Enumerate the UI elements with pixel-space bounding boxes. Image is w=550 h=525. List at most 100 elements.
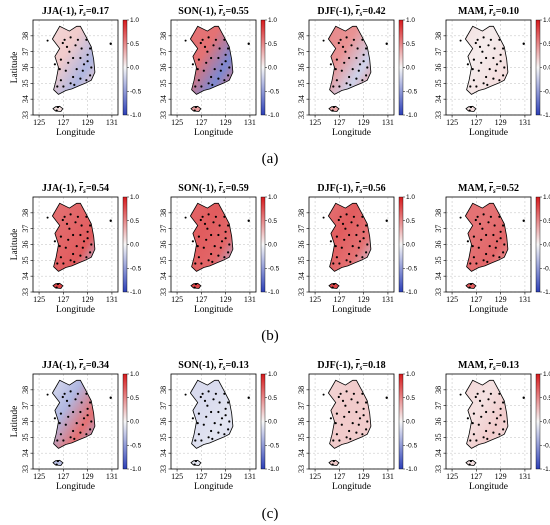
station-dot bbox=[59, 256, 63, 259]
station-dot bbox=[199, 395, 202, 399]
station-dot bbox=[486, 83, 489, 86]
station-dot bbox=[475, 439, 478, 442]
station-dot bbox=[322, 39, 325, 42]
jeju-island-map bbox=[465, 105, 477, 112]
station-dot bbox=[361, 433, 364, 436]
station-dot bbox=[351, 422, 354, 425]
x-tick-label: 131 bbox=[519, 295, 531, 304]
station-dot bbox=[341, 399, 345, 402]
x-tick-label: 131 bbox=[382, 472, 394, 481]
panel-title-rs-sub: s bbox=[222, 187, 226, 195]
station-dot bbox=[502, 74, 505, 77]
station-dot bbox=[478, 399, 482, 402]
station-dot bbox=[212, 221, 215, 224]
station-dot bbox=[217, 233, 220, 237]
station-dot bbox=[476, 38, 479, 41]
colorbar-tick-label: 1.0 bbox=[543, 194, 550, 201]
station-dot bbox=[361, 392, 364, 395]
x-tick-label: 131 bbox=[106, 118, 118, 127]
station-dot bbox=[472, 412, 475, 415]
station-dot bbox=[68, 227, 71, 230]
station-dot bbox=[58, 422, 61, 425]
station-dot bbox=[499, 237, 502, 240]
ulleung-island bbox=[109, 396, 112, 399]
x-tick-label: 127 bbox=[57, 118, 69, 127]
station-dot bbox=[355, 410, 358, 414]
colorbar bbox=[398, 196, 404, 293]
colorbar bbox=[398, 373, 404, 470]
station-dot bbox=[211, 437, 214, 440]
station-dot bbox=[224, 237, 227, 240]
station-dot bbox=[477, 246, 480, 249]
station-dot bbox=[361, 38, 364, 41]
station-dot bbox=[202, 69, 205, 72]
station-dot bbox=[200, 439, 203, 442]
y-tick-label: 37 bbox=[159, 48, 168, 56]
x-tick-label: 125 bbox=[309, 118, 321, 127]
colorbar-tick-label: -0.5 bbox=[268, 265, 280, 272]
station-dot bbox=[472, 79, 475, 82]
station-dot bbox=[217, 77, 220, 80]
station-dot bbox=[343, 415, 346, 418]
station-dot bbox=[90, 66, 93, 69]
station-dot bbox=[466, 63, 469, 66]
colorbar-tick-label: 1.0 bbox=[543, 371, 550, 378]
station-dot bbox=[227, 224, 230, 227]
station-dot bbox=[366, 243, 369, 246]
station-dot bbox=[67, 415, 70, 418]
panel-c-jja1: JJA(-1), rs=0.34 125 127 129 131 33 34 35 36 37 38… bbox=[10, 360, 142, 492]
panel-title-season: DJF(-1), bbox=[317, 6, 355, 17]
station-dot bbox=[366, 420, 369, 423]
station-dot bbox=[485, 410, 488, 414]
panel-title-value: =0.52 bbox=[496, 183, 519, 194]
station-dot bbox=[197, 433, 200, 436]
station-dot bbox=[217, 410, 220, 414]
station-dot bbox=[466, 417, 469, 420]
station-dot bbox=[334, 422, 337, 425]
station-dot bbox=[492, 431, 495, 434]
x-axis-label: Longitude bbox=[332, 128, 371, 138]
x-tick-label: 131 bbox=[382, 295, 394, 304]
panel-title-season: SON(-1), bbox=[178, 360, 219, 371]
station-dot bbox=[335, 433, 338, 436]
y-tick-label: 36 bbox=[21, 418, 30, 426]
x-tick-label: 127 bbox=[470, 118, 482, 127]
station-dot bbox=[339, 215, 342, 218]
station-dot bbox=[469, 439, 472, 442]
x-tick-label: 127 bbox=[333, 295, 345, 304]
ulleung-island bbox=[109, 42, 112, 45]
station-dot bbox=[227, 251, 230, 254]
y-tick-label: 38 bbox=[159, 386, 168, 394]
panel-a-djf1: DJF(-1), rs=0.42 125 127 129 131 33 34 35 36 37 38… bbox=[297, 6, 418, 138]
station-dot bbox=[59, 58, 63, 61]
colorbar-tick-label: 1.0 bbox=[130, 194, 139, 201]
station-dot bbox=[191, 240, 194, 243]
colorbar-tick-label: -1.0 bbox=[543, 289, 550, 296]
y-tick-label: 35 bbox=[159, 433, 168, 441]
station-dot bbox=[348, 252, 351, 256]
station-dot bbox=[350, 44, 353, 47]
station-dot bbox=[210, 75, 213, 79]
station-dot bbox=[355, 56, 358, 60]
station-dot bbox=[224, 407, 227, 410]
station-dot bbox=[72, 410, 75, 414]
panel-title: DJF(-1), rs=0.42 bbox=[317, 6, 385, 18]
station-dot bbox=[56, 105, 59, 109]
panel-title-season: DJF(-1), bbox=[317, 360, 355, 371]
jeju-island-map bbox=[328, 105, 340, 112]
y-tick-label: 34 bbox=[21, 272, 30, 280]
y-tick-label: 37 bbox=[159, 225, 168, 233]
jeju-island-map bbox=[465, 282, 477, 289]
station-dot bbox=[365, 74, 368, 77]
station-dot bbox=[197, 79, 200, 82]
x-axis-label: Longitude bbox=[332, 482, 371, 492]
station-dot bbox=[322, 216, 325, 219]
station-dot bbox=[477, 69, 480, 72]
station-dot bbox=[90, 243, 93, 246]
station-dot bbox=[352, 392, 355, 395]
y-tick-label: 37 bbox=[21, 225, 30, 233]
y-tick-label: 36 bbox=[297, 418, 306, 426]
x-tick-label: 127 bbox=[333, 118, 345, 127]
x-tick-label: 125 bbox=[171, 295, 183, 304]
